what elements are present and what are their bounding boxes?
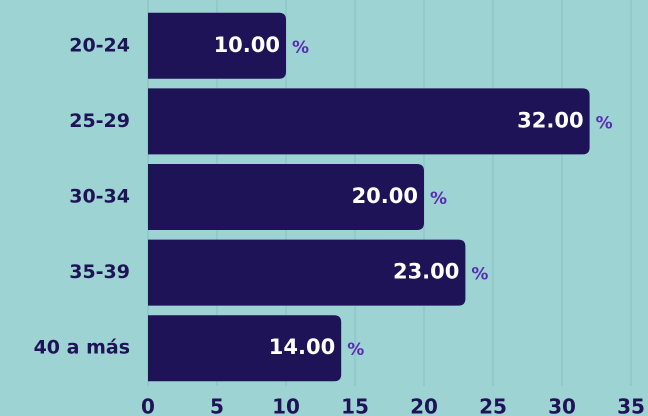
unit-label: %: [347, 340, 364, 360]
value-label: 14.00: [269, 335, 335, 359]
unit-label: %: [596, 113, 613, 133]
y-tick-label: 20-24: [69, 34, 130, 56]
x-tick-label: 15: [341, 395, 369, 416]
bar: [148, 12, 286, 79]
bar: [148, 164, 424, 230]
value-label: 23.00: [393, 260, 459, 284]
unit-label: %: [471, 265, 488, 285]
value-label: 10.00: [214, 33, 280, 57]
x-tick-label: 30: [548, 395, 576, 416]
x-tick-label: 5: [210, 395, 224, 416]
x-tick-label: 35: [617, 395, 645, 416]
x-tick-label: 25: [479, 395, 507, 416]
x-tick-label: 20: [410, 395, 438, 416]
x-tick-label: 0: [141, 395, 155, 416]
y-tick-label: 25-29: [69, 110, 130, 132]
unit-label: %: [292, 38, 309, 58]
y-tick-label: 30-34: [69, 186, 130, 208]
bar: [148, 88, 590, 155]
y-tick-label: 40 a más: [34, 337, 130, 359]
value-label: 20.00: [352, 184, 418, 208]
bar: [148, 239, 466, 306]
y-tick-label: 35-39: [69, 261, 130, 283]
bar: [148, 315, 342, 382]
unit-label: %: [430, 189, 447, 209]
x-tick-label: 10: [272, 395, 300, 416]
value-label: 32.00: [517, 108, 583, 132]
